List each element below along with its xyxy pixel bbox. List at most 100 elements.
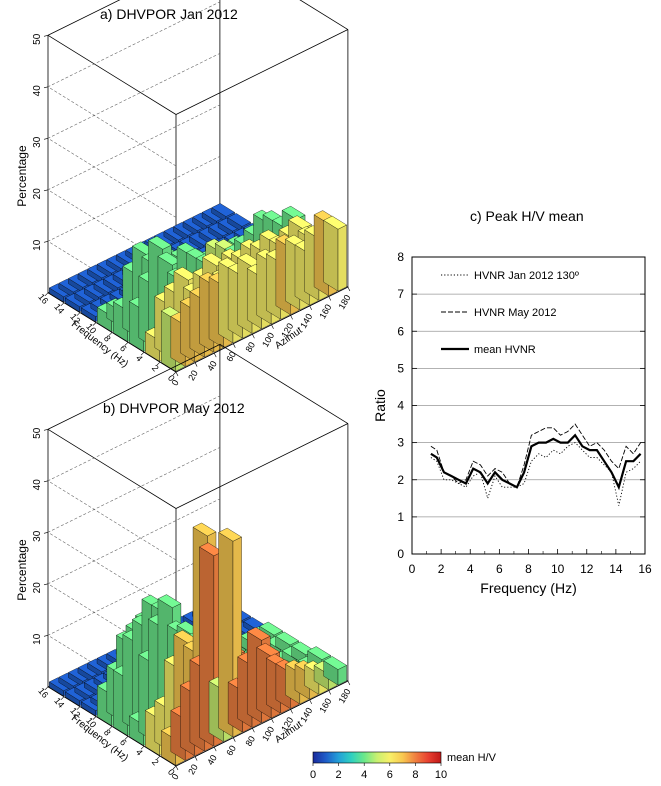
bar-top-face — [323, 656, 347, 670]
z-tick — [43, 531, 49, 534]
z-tick — [43, 86, 49, 89]
x-tick — [233, 343, 236, 348]
bar-top-face — [157, 594, 182, 608]
y-tick — [44, 686, 49, 691]
panel-c-title: c) Peak H/V mean — [470, 208, 584, 224]
bar-top-face — [307, 646, 331, 660]
x-tick — [271, 324, 274, 329]
z-tick — [43, 480, 49, 483]
colorbar-label: mean H/V — [447, 752, 497, 764]
y-tick-label: 3 — [397, 436, 404, 450]
x-tick-label: 6 — [496, 562, 503, 576]
x-tick — [213, 746, 217, 752]
y-tick-label: 6 — [397, 324, 404, 338]
x-axis-label: Frequency (Hz) — [480, 580, 576, 596]
y-tick-label: 0 — [397, 547, 404, 561]
panel-a-title: a) DHVPOR Jan 2012 — [100, 6, 238, 22]
x-tick-label: 0 — [170, 378, 181, 387]
x-tick — [252, 728, 255, 733]
y-tick — [60, 302, 65, 306]
z-tick — [43, 583, 49, 586]
y-tick-label: 5 — [397, 361, 404, 375]
z-tick — [43, 240, 49, 243]
y-tick-label: 2 — [397, 473, 404, 487]
bar-top-face — [323, 215, 347, 230]
x-tick — [252, 334, 255, 339]
y-tick — [60, 696, 65, 700]
z-tick-label: 40 — [32, 85, 43, 97]
y-tick — [108, 726, 113, 730]
y-tick — [92, 322, 97, 326]
y-tick — [140, 745, 145, 750]
x-tick-label: 20 — [186, 763, 200, 777]
bar-top-face — [275, 631, 299, 646]
x-tick — [271, 718, 274, 723]
z-axis-label: Percentage — [15, 145, 29, 207]
back-wall-frame — [47, 343, 221, 687]
x-tick — [290, 709, 293, 714]
y-tick-label: 10 — [84, 322, 98, 336]
y-tick-label: 6 — [118, 737, 129, 747]
y-axis-label: Ratio — [372, 389, 388, 422]
y-tick-label: 2 — [150, 757, 161, 767]
z-tick — [43, 189, 49, 192]
bar-top-face — [281, 205, 306, 220]
bar-top-face — [256, 642, 281, 657]
x-tick-label: 80 — [243, 340, 257, 354]
histogram-bar — [323, 215, 347, 292]
x-tick — [175, 765, 179, 771]
z-tick — [43, 34, 49, 37]
z-tick — [43, 428, 49, 431]
front-top-edge — [175, 29, 349, 115]
z-tick — [43, 137, 49, 140]
legend-label: HVNR Jan 2012 130º — [474, 270, 579, 282]
colorbar-tick-label: 0 — [310, 769, 316, 781]
z-tick-label: 50 — [32, 427, 43, 439]
front-top-edge — [175, 423, 349, 509]
x-tick-label: 0 — [170, 772, 181, 781]
x-tick — [175, 371, 179, 377]
bar-top-face — [211, 203, 235, 217]
series-line-solid — [430, 433, 642, 491]
y-tick — [92, 716, 97, 720]
z-tick-label: 20 — [32, 582, 43, 594]
y-tick-label: 14 — [52, 696, 66, 710]
y-tick — [156, 361, 161, 366]
x-tick-label: 80 — [243, 734, 257, 748]
right-top-edge — [219, 343, 349, 424]
colorbar-tick-label: 8 — [412, 769, 418, 781]
y-tick-label: 12 — [68, 706, 82, 720]
x-tick-label: 40 — [205, 753, 219, 767]
x-tick — [213, 352, 217, 358]
bar-top-face — [192, 522, 217, 537]
bar-top-face — [218, 527, 242, 542]
bar-top-face — [246, 627, 271, 641]
y-tick-label: 7 — [397, 287, 404, 301]
x-tick — [194, 756, 198, 761]
y-tick-label: 10 — [84, 716, 98, 730]
bar-top-face — [227, 213, 251, 227]
x-tick — [347, 680, 351, 686]
x-tick-label: 4 — [467, 562, 474, 576]
x-tick — [309, 699, 312, 705]
y-tick — [108, 332, 113, 336]
x-tick — [233, 737, 236, 742]
z-axis-label: Percentage — [15, 539, 29, 601]
y-tick-label: 16 — [36, 292, 50, 306]
z-tick-label: 10 — [32, 633, 43, 645]
y-tick — [76, 706, 81, 710]
x-tick-label: 0 — [409, 562, 416, 576]
z-tick-label: 20 — [32, 188, 43, 200]
colorbar-gradient — [312, 751, 442, 764]
x-tick — [347, 286, 351, 292]
z-tick-label: 50 — [32, 33, 43, 45]
back-wall-frame — [47, 0, 221, 293]
right-top-edge — [299, 0, 349, 30]
y-tick-label: 8 — [102, 333, 113, 343]
colorbar-tick-label: 4 — [361, 769, 367, 781]
bar-top-face — [259, 621, 283, 636]
z-tick — [43, 634, 49, 637]
